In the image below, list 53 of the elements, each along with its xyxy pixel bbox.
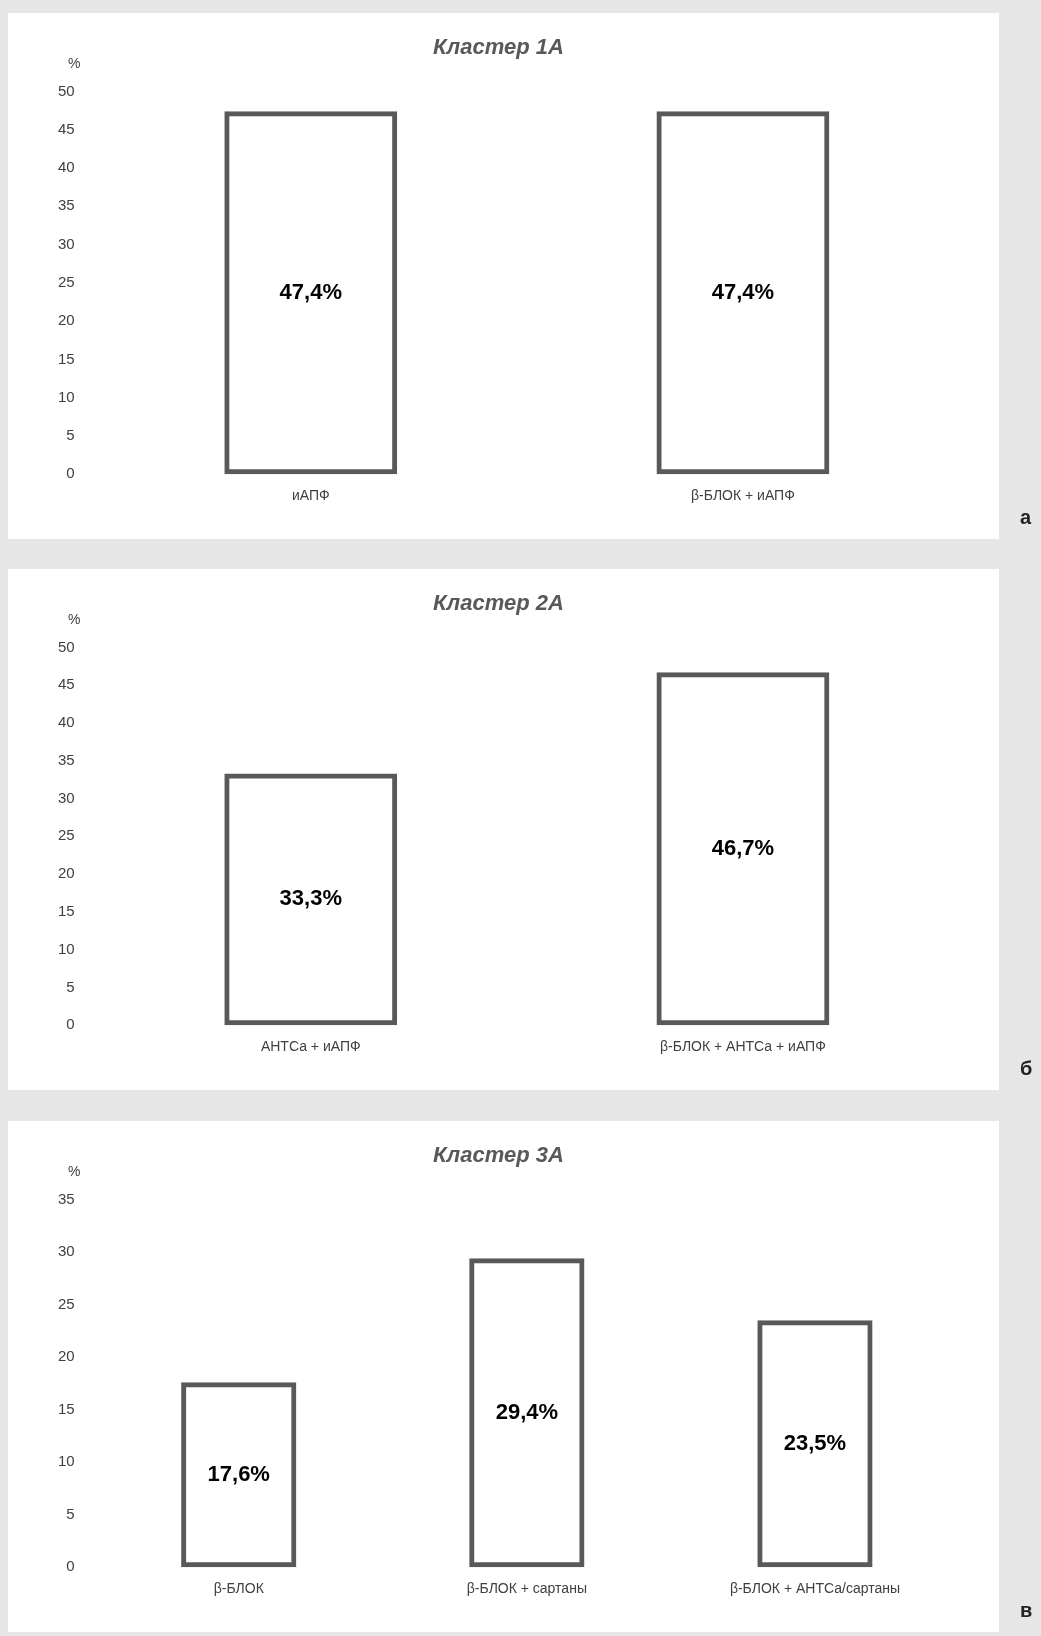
y-tick-label: 5 [66,1504,75,1522]
y-tick-label: 25 [58,826,75,844]
y-tick-label: 40 [58,713,75,731]
y-tick-label: 10 [58,387,75,405]
y-tick-label: 5 [66,977,75,995]
data-label: 23,5% [783,1429,847,1455]
y-tick-label: 20 [58,1347,75,1365]
y-tick-label: 30 [58,234,75,252]
x-tick-label: АНТСа + иАПФ [260,1038,361,1055]
data-label: 47,4% [279,278,342,304]
text: б [1020,1057,1033,1080]
y-tick-label: 0 [66,1557,75,1575]
y-tick-label: 30 [58,1242,75,1260]
y-tick-label: 50 [58,81,75,99]
x-tick-label: β-БЛОК + сартаны [466,1580,587,1597]
y-tick-label: 40 [58,158,75,176]
data-label: 33,3% [279,885,342,911]
x-tick-label: β-БЛОК + АНТСа + иАПФ [660,1038,826,1055]
y-tick-label: 0 [66,1015,75,1033]
text: в [1020,1599,1033,1622]
chart-title: Кластер 2А [433,590,564,616]
y-tick-label: 25 [58,1294,75,1312]
y-tick-label: 15 [58,1399,75,1417]
chart-title: Кластер 1А [433,34,564,60]
x-tick-label: β-БЛОК + АНТСа/сартаны [729,1580,901,1597]
y-axis-title: % [68,611,81,627]
y-axis-title: % [68,1163,81,1179]
y-tick-label: 20 [58,311,75,329]
data-label: 29,4% [495,1398,559,1424]
y-tick-label: 50 [58,637,75,655]
y-tick-label: 35 [58,196,75,214]
data-label: 46,7% [711,834,775,860]
data-label: 17,6% [207,1460,270,1486]
x-tick-label: β-БЛОК [213,1580,265,1597]
x-tick-label: иАПФ [291,487,330,504]
y-tick-label: 35 [58,750,75,768]
y-axis-title: % [68,55,81,71]
y-tick-label: 20 [58,864,75,882]
y-tick-label: 5 [66,426,75,444]
y-tick-label: 10 [58,1452,75,1470]
y-tick-label: 0 [66,464,75,482]
x-tick-label: β-БЛОК + иАПФ [691,487,795,504]
y-tick-label: 10 [58,939,75,957]
y-tick-label: 45 [58,675,75,693]
y-tick-label: 25 [58,272,75,290]
data-label: 47,4% [711,278,775,304]
y-tick-label: 15 [58,349,75,367]
y-tick-label: 30 [58,788,75,806]
y-tick-label: 15 [58,902,75,919]
y-tick-label: 45 [58,119,75,137]
y-tick-label: 35 [58,1189,75,1207]
chart-title: Кластер 3А [433,1142,564,1168]
text: а [1020,506,1032,529]
